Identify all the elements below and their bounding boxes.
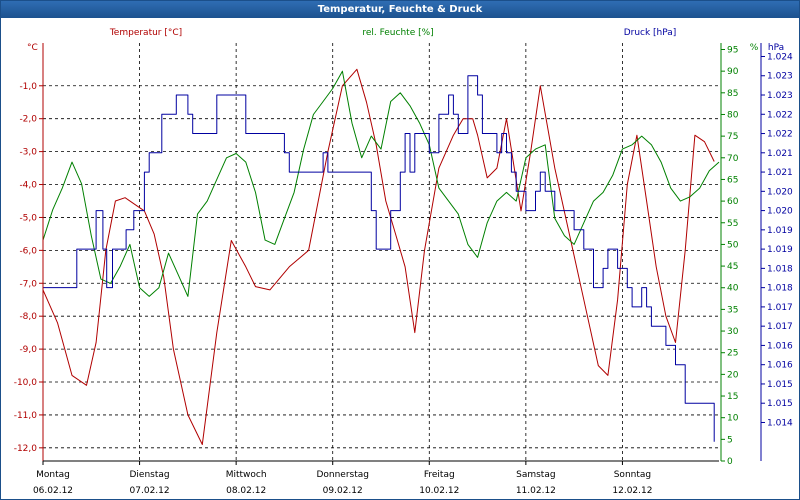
pressure-tick-label: 1.021 [767,168,793,178]
humidity-tick-label: 55 [727,219,738,229]
humidity-tick-label: 50 [727,240,739,250]
pressure-tick-label: 1.023 [767,91,793,101]
pressure-tick-label: 1.020 [767,207,793,217]
humidity-tick-label: 40 [727,284,739,294]
pressure-tick-label: 1.024 [767,52,793,62]
axes: -1,0 -2,0 -3,0 -4,0 -5,0 -6,0 -7,0 -8,0 -9,0 -10,… [14,43,793,496]
day-date-label: 10.02.12 [419,486,459,496]
day-name-label: Mittwoch [226,470,267,480]
day-name-label: Samstag [516,470,555,480]
pressure-unit: hPa [768,43,784,53]
pressure-tick-label: 1.017 [767,322,793,332]
day-date-label: 07.02.12 [130,486,170,496]
day-date-label: 06.02.12 [33,486,73,496]
temperature-tick-label: -7,0 [19,279,37,289]
temperature-unit: °C [27,43,38,53]
temperature-tick-label: -5,0 [19,213,37,223]
pressure-tick-label: 1.018 [767,284,793,294]
humidity-tick-label: 85 [727,89,738,99]
day-date-label: 11.02.12 [516,486,556,496]
humidity-tick-label: 65 [727,175,738,185]
grid-lines [43,43,719,461]
humidity-tick-label: 15 [727,392,738,402]
temperature-tick-label: -3,0 [19,148,37,158]
temperature-tick-label: -8,0 [19,312,37,322]
day-name-label: Freitag [424,470,455,480]
temperature-tick-label: -6,0 [19,246,37,256]
humidity-tick-label: 10 [727,414,739,424]
pressure-tick-label: 1.015 [767,399,793,409]
day-date-label: 12.02.12 [612,486,652,496]
humidity-tick-label: 60 [727,197,739,207]
chart-title: Temperatur, Feuchte & Druck [1,1,799,18]
pressure-series-line [43,75,715,442]
pressure-tick-label: 1.023 [767,72,793,82]
humidity-tick-label: 45 [727,262,738,272]
humidity-tick-label: 20 [727,370,739,380]
humidity-series-line [42,70,720,297]
humidity-tick-label: 35 [727,305,738,315]
pressure-tick-label: 1.018 [767,264,793,274]
pressure-tick-label: 1.022 [767,130,793,140]
pressure-tick-label: 1.016 [767,361,793,371]
temperature-tick-label: -10,0 [14,378,38,388]
humidity-tick-label: 30 [727,327,739,337]
humidity-tick-label: 25 [727,349,738,359]
temperature-axis-title: Temperatur [°C] [109,28,182,38]
pressure-tick-label: 1.014 [767,418,793,428]
day-date-label: 08.02.12 [226,486,266,496]
temperature-tick-label: -9,0 [19,345,37,355]
humidity-tick-label: 70 [727,154,739,164]
temperature-tick-label: -2,0 [19,115,37,125]
temperature-tick-label: -11,0 [14,411,38,421]
day-name-label: Dienstag [130,470,170,480]
pressure-tick-label: 1.020 [767,187,793,197]
humidity-axis-title: rel. Feuchte [%] [362,28,433,38]
temperature-tick-label: -4,0 [19,181,37,191]
day-name-label: Montag [36,470,70,480]
humidity-unit: % [750,43,759,53]
humidity-tick-label: 75 [727,132,738,142]
humidity-tick-label: 0 [727,457,733,467]
humidity-tick-label: 90 [727,67,739,77]
series-layer [42,68,720,445]
humidity-tick-label: 95 [727,45,738,55]
pressure-tick-label: 1.019 [767,245,793,255]
day-date-label: 09.02.12 [323,486,363,496]
humidity-tick-label: 5 [727,435,733,445]
humidity-tick-label: 80 [727,110,739,120]
pressure-tick-label: 1.017 [767,303,793,313]
pressure-axis-title: Druck [hPa] [624,28,677,38]
pressure-tick-label: 1.022 [767,110,793,120]
temperature-tick-label: -12,0 [14,444,38,454]
pressure-tick-label: 1.016 [767,341,793,351]
temperature-series-line [42,68,715,445]
day-name-label: Donnerstag [316,470,369,480]
pressure-tick-label: 1.021 [767,149,793,159]
temperature-tick-label: -1,0 [19,82,37,92]
pressure-tick-label: 1.015 [767,380,793,390]
day-name-label: Sonntag [614,470,651,480]
pressure-tick-label: 1.019 [767,226,793,236]
